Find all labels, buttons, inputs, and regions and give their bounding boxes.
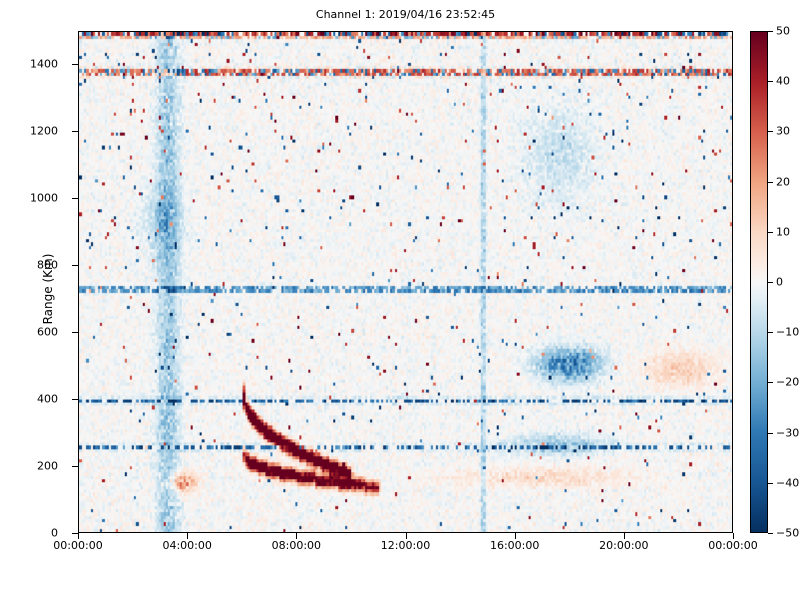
colorbar-tick-mark xyxy=(768,332,773,333)
y-tick-label: 600 xyxy=(37,325,58,339)
colorbar-tick-mark xyxy=(768,282,773,283)
x-tick-label: 00:00:00 xyxy=(53,539,103,552)
colorbar-tick-mark xyxy=(768,131,773,132)
colorbar-tick-label: −20 xyxy=(776,375,800,389)
chart-title: Channel 1: 2019/04/16 23:52:45 xyxy=(315,8,496,21)
x-tick-mark xyxy=(406,533,407,539)
y-tick-mark xyxy=(72,533,78,534)
colorbar-tick-label: −30 xyxy=(776,426,800,440)
colorbar-tick-label: −10 xyxy=(776,325,800,339)
x-tick-label: 16:00:00 xyxy=(489,539,540,552)
colorbar-tick-mark xyxy=(768,382,773,383)
x-tick-mark xyxy=(515,533,516,539)
colorbar-tick-mark xyxy=(768,533,773,534)
x-tick-mark xyxy=(733,533,734,539)
y-tick-label: 1000 xyxy=(30,191,58,205)
y-tick-label: 1200 xyxy=(30,124,58,138)
y-tick-label: 200 xyxy=(37,459,58,473)
x-tick-label: 12:00:00 xyxy=(380,539,431,552)
heatmap-canvas xyxy=(79,32,732,532)
colorbar-tick-label: 20 xyxy=(776,175,790,189)
heatmap-plot-area[interactable] xyxy=(78,31,733,533)
y-tick-mark xyxy=(72,265,78,266)
colorbar-tick-mark xyxy=(768,232,773,233)
y-tick-mark xyxy=(72,466,78,467)
colorbar xyxy=(750,31,768,533)
x-tick-mark xyxy=(78,533,79,539)
colorbar-tick-label: 50 xyxy=(776,24,790,38)
y-tick-mark xyxy=(72,131,78,132)
y-tick-label: 1400 xyxy=(30,57,58,71)
colorbar-tick-label: 10 xyxy=(776,225,790,239)
y-tick-label: 400 xyxy=(37,392,58,406)
colorbar-gradient xyxy=(751,32,767,532)
colorbar-tick-label: 30 xyxy=(776,124,790,138)
y-tick-mark xyxy=(72,332,78,333)
x-tick-mark xyxy=(624,533,625,539)
colorbar-tick-label: −50 xyxy=(776,526,800,540)
x-tick-mark xyxy=(296,533,297,539)
colorbar-tick-mark xyxy=(768,433,773,434)
x-tick-label: 04:00:00 xyxy=(162,539,212,552)
x-tick-label: 08:00:00 xyxy=(271,539,322,552)
colorbar-tick-label: 40 xyxy=(776,74,790,88)
x-tick-label: 20:00:00 xyxy=(599,539,649,552)
colorbar-tick-mark xyxy=(768,81,773,82)
y-tick-mark xyxy=(72,399,78,400)
colorbar-tick-label: 0 xyxy=(776,275,783,289)
colorbar-tick-mark xyxy=(768,182,773,183)
colorbar-tick-mark xyxy=(768,483,773,484)
y-tick-mark xyxy=(72,198,78,199)
x-tick-mark xyxy=(187,533,188,539)
y-tick-label: 800 xyxy=(37,258,58,272)
colorbar-tick-mark xyxy=(768,31,773,32)
y-tick-label: 0 xyxy=(51,526,58,540)
y-tick-mark xyxy=(72,64,78,65)
colorbar-tick-label: −40 xyxy=(776,476,800,490)
y-axis-label: Range (Km) xyxy=(41,253,55,325)
x-tick-label: 00:00:00 xyxy=(708,539,758,552)
